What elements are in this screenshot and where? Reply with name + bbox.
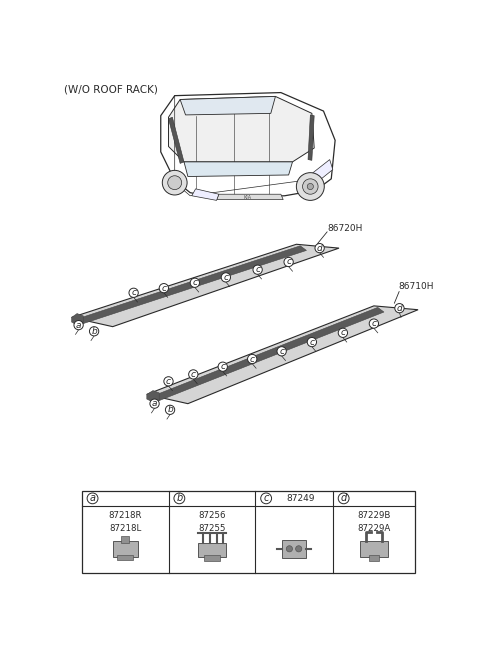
Text: c: c [220, 362, 225, 371]
Text: c: c [250, 354, 255, 363]
Text: KIA: KIA [243, 195, 252, 200]
Circle shape [190, 278, 200, 287]
FancyBboxPatch shape [369, 555, 379, 561]
Text: c: c [372, 319, 376, 328]
Circle shape [296, 173, 324, 200]
FancyBboxPatch shape [113, 541, 137, 556]
Circle shape [261, 493, 272, 504]
Circle shape [286, 546, 292, 552]
FancyBboxPatch shape [198, 543, 226, 556]
Circle shape [253, 265, 262, 274]
FancyBboxPatch shape [360, 541, 388, 556]
Text: b: b [91, 327, 97, 336]
Circle shape [162, 171, 187, 195]
Circle shape [174, 493, 185, 504]
Polygon shape [168, 96, 314, 162]
Circle shape [369, 319, 379, 328]
Polygon shape [77, 246, 306, 323]
Polygon shape [168, 117, 184, 163]
Text: c: c [166, 377, 171, 386]
FancyBboxPatch shape [204, 555, 220, 561]
Text: c: c [223, 273, 228, 282]
Circle shape [302, 179, 318, 194]
FancyBboxPatch shape [117, 555, 133, 560]
Text: b: b [176, 493, 182, 503]
Text: b: b [167, 405, 173, 415]
Circle shape [338, 493, 349, 504]
Polygon shape [147, 306, 418, 403]
Text: c: c [310, 338, 314, 346]
Text: c: c [279, 347, 284, 356]
Text: c: c [340, 328, 346, 337]
Text: (W/O ROOF RACK): (W/O ROOF RACK) [64, 85, 158, 95]
Circle shape [277, 346, 286, 356]
Text: c: c [131, 288, 136, 297]
Text: a: a [76, 321, 81, 329]
Circle shape [159, 283, 168, 293]
Circle shape [248, 354, 257, 363]
Polygon shape [72, 244, 339, 327]
Circle shape [74, 321, 83, 330]
Polygon shape [216, 194, 283, 199]
Text: 86710H: 86710H [399, 282, 434, 291]
Text: d: d [340, 493, 347, 503]
Bar [82, 491, 415, 573]
Circle shape [395, 304, 404, 313]
Polygon shape [147, 390, 159, 402]
Polygon shape [180, 96, 276, 115]
Polygon shape [184, 162, 292, 176]
Text: d: d [396, 304, 402, 313]
Text: c: c [192, 278, 197, 287]
Circle shape [307, 337, 316, 346]
Text: d: d [317, 243, 323, 253]
Polygon shape [72, 314, 83, 325]
Circle shape [307, 184, 313, 190]
Polygon shape [192, 189, 219, 200]
Circle shape [189, 370, 198, 379]
Circle shape [150, 399, 159, 408]
Text: c: c [286, 257, 291, 266]
Text: a: a [152, 399, 157, 408]
Circle shape [338, 328, 348, 337]
Polygon shape [161, 92, 335, 198]
Text: 87249: 87249 [286, 494, 314, 503]
Circle shape [164, 377, 173, 386]
Circle shape [87, 493, 98, 504]
Text: a: a [90, 493, 96, 503]
Text: c: c [255, 265, 260, 274]
Circle shape [218, 362, 228, 371]
FancyBboxPatch shape [282, 540, 306, 558]
Text: 87229B
87229A: 87229B 87229A [357, 512, 391, 533]
Text: c: c [264, 493, 269, 503]
FancyBboxPatch shape [121, 537, 129, 543]
Circle shape [89, 327, 99, 336]
Circle shape [315, 243, 324, 253]
Circle shape [296, 546, 302, 552]
Text: 87218R
87218L: 87218R 87218L [108, 512, 142, 533]
Polygon shape [300, 159, 333, 193]
Text: 87256
87255: 87256 87255 [198, 512, 226, 533]
Text: c: c [191, 370, 196, 379]
Text: 86720H: 86720H [327, 224, 363, 233]
Circle shape [168, 176, 181, 190]
Circle shape [129, 288, 138, 297]
Circle shape [166, 405, 175, 415]
Circle shape [221, 273, 230, 282]
Polygon shape [153, 308, 384, 401]
Text: c: c [161, 283, 167, 293]
Circle shape [284, 257, 293, 266]
Polygon shape [308, 115, 314, 160]
